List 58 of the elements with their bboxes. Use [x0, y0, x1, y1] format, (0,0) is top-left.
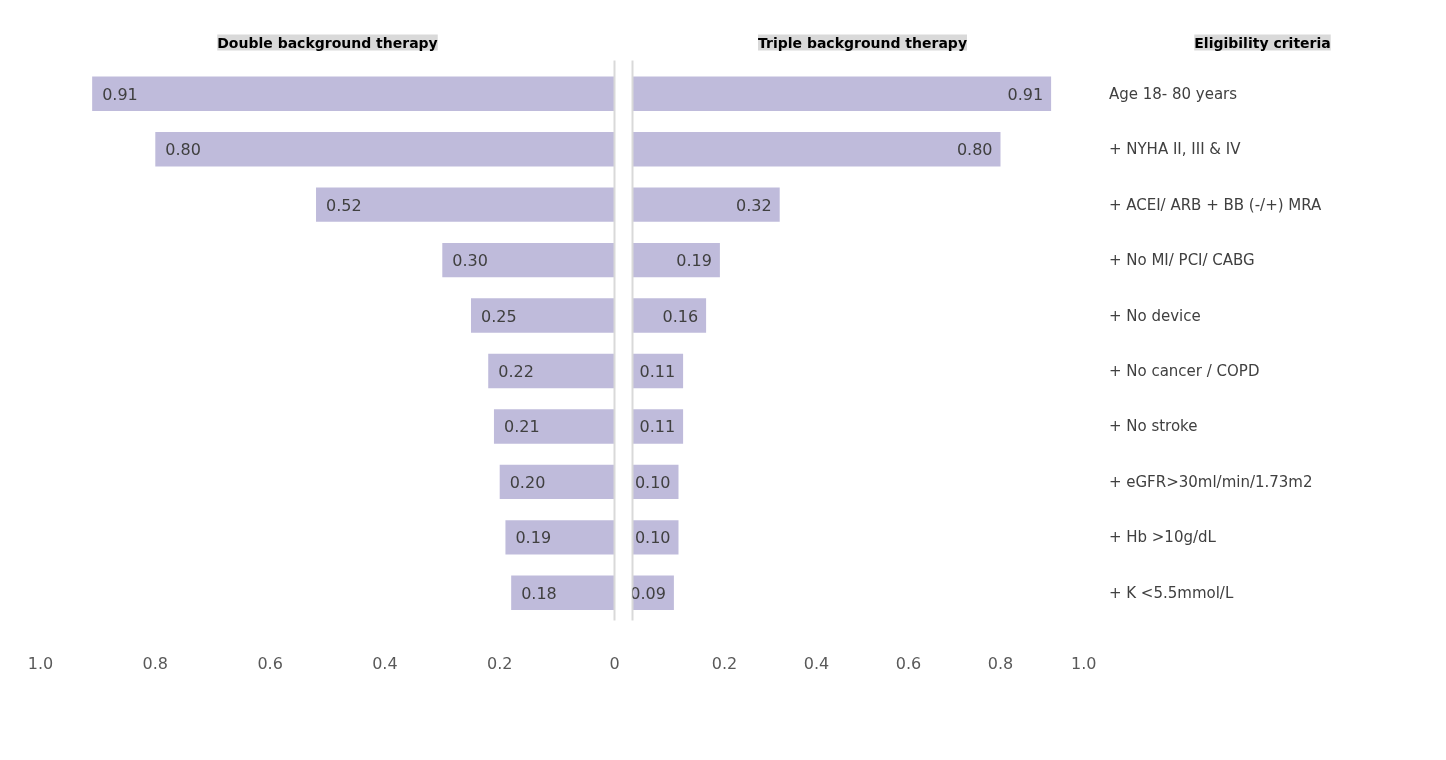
- data-label: 0.91: [1007, 84, 1044, 104]
- data-label: 0.25: [481, 306, 517, 326]
- data-label: 0.20: [509, 472, 546, 492]
- data-label: 0.21: [503, 417, 540, 437]
- data-label: 0.80: [956, 140, 993, 160]
- data-label: 0.80: [165, 140, 201, 160]
- data-label: 0.19: [676, 251, 712, 271]
- x-tick-label: 1.0: [1071, 653, 1097, 673]
- x-tick-label: 0.2: [486, 653, 513, 673]
- x-tick-label: 0.6: [895, 653, 922, 673]
- data-label: 0.10: [634, 472, 671, 492]
- x-tick-label: 0.4: [372, 653, 398, 673]
- chart-title: Triple background therapy: [758, 34, 968, 51]
- bar: [632, 242, 720, 278]
- x-tick-label: 0.8: [987, 653, 1014, 673]
- bar: [499, 464, 615, 500]
- data-label: 0.16: [662, 306, 699, 326]
- bar: [632, 76, 1052, 111]
- y-tick-label: + No cancer / COPD: [1108, 362, 1260, 380]
- bar: [442, 242, 615, 278]
- data-label: 0.11: [639, 362, 676, 381]
- data-label: 0.32: [736, 195, 772, 215]
- x-tick-label: 0.6: [257, 653, 283, 673]
- bar: [505, 520, 615, 555]
- y-tick-label: + NYHA II, III & IV: [1108, 140, 1242, 159]
- x-tick-label: 0: [609, 653, 620, 673]
- y-tick-label: + ACEI/ ARB + BB (-/+) MRA: [1108, 195, 1323, 214]
- y-tick-label: + K <5.5mmol/L: [1108, 583, 1234, 602]
- bar: [511, 575, 615, 610]
- data-label: 0.18: [521, 583, 557, 603]
- y-axis-title: Eligibility criteria: [1194, 34, 1331, 51]
- data-label: 0.30: [452, 251, 488, 271]
- y-tick-label: + No MI/ PCI/ CABG: [1108, 251, 1255, 270]
- y-tick-label: + eGFR>30ml/min/1.73m2: [1108, 472, 1313, 491]
- chart-title: Double background therapy: [217, 34, 438, 51]
- data-label: 0.91: [102, 84, 138, 104]
- data-label: 0.22: [498, 362, 534, 381]
- y-tick-label: + Hb >10g/dL: [1108, 528, 1217, 547]
- data-label: 0.19: [515, 528, 552, 548]
- bar: [471, 298, 615, 333]
- x-tick-label: 0.4: [803, 653, 830, 673]
- x-tick-label: 1.0: [27, 653, 54, 673]
- y-tick-label: + No stroke: [1108, 417, 1198, 436]
- data-label: 0.10: [634, 528, 671, 548]
- x-tick-label: 0.2: [711, 653, 738, 673]
- bar: [632, 187, 780, 222]
- y-tick-label: + No device: [1108, 306, 1201, 325]
- bar: [155, 132, 615, 167]
- bar: [488, 353, 615, 389]
- bar: [92, 76, 615, 111]
- data-label: 0.11: [639, 417, 676, 437]
- data-label: 0.52: [326, 195, 362, 215]
- x-tick-label: 0.8: [142, 653, 169, 673]
- bar: [632, 298, 707, 333]
- bar: [316, 187, 615, 222]
- y-tick-label: Age 18- 80 years: [1108, 84, 1238, 103]
- bar: [493, 409, 615, 444]
- bar: [632, 132, 1001, 167]
